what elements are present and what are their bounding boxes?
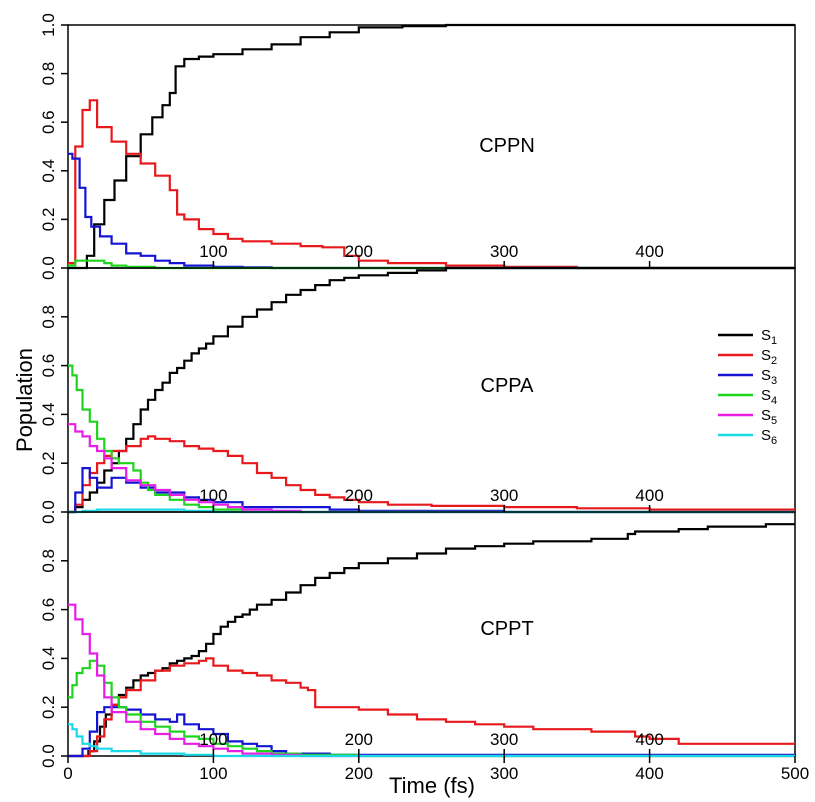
legend-label: S2: [761, 347, 777, 367]
legend-item: S5: [718, 407, 777, 427]
legend-item: S2: [718, 347, 777, 367]
x-tick-label: 500: [781, 764, 809, 783]
y-tick-label: 0.6: [39, 110, 58, 134]
y-tick-label: 0.8: [39, 62, 58, 86]
legend-item: S1: [718, 327, 777, 347]
series-line-s5: [68, 603, 795, 758]
panel-frame: [67, 24, 796, 269]
legend-item: S3: [718, 367, 777, 387]
series-line-s1: [68, 523, 795, 758]
x-tick-label-inner: 100: [199, 242, 227, 261]
panel-cppt: 0.0 0.2 0.4 0.6 0.8 100 200 300 400 0 100 200 300 400…: [39, 511, 809, 783]
panel-frame: [67, 267, 796, 513]
legend-label: S1: [761, 327, 777, 347]
y-tick-label: 0.6: [39, 598, 58, 622]
y-tick-label: 0.4: [39, 647, 58, 671]
legend-item: S6: [718, 427, 777, 447]
x-tick-label-inner: 100: [199, 730, 227, 749]
y-tick-label: 1.0: [39, 13, 58, 37]
x-tick-label-inner: 300: [490, 730, 518, 749]
y-tick-label: 0.4: [39, 403, 58, 427]
series-line-s1: [68, 23, 795, 270]
x-tick-label-inner: 300: [490, 242, 518, 261]
x-tick-label-inner: 200: [345, 730, 373, 749]
x-tick-label-inner: 400: [635, 730, 663, 749]
panel-label: CPPN: [479, 135, 535, 157]
x-tick-label: 300: [490, 764, 518, 783]
y-tick-label: 0.2: [39, 451, 58, 475]
panel-label: CPPA: [481, 375, 535, 397]
series-line-s4: [68, 659, 795, 758]
legend-label: S3: [761, 367, 777, 387]
x-tick-label-inner: 400: [635, 486, 663, 505]
panels-layer: 0.0 0.2 0.4 0.6 0.8 1.0 100 200 300 400 CPPN 0.0 0.2…: [39, 13, 809, 783]
y-tick-label: 0.2: [39, 208, 58, 232]
series-line-s5: [68, 423, 795, 514]
x-tick-label-inner: 100: [199, 486, 227, 505]
legend-label: S4: [761, 387, 777, 407]
y-tick-label: 0.6: [39, 354, 58, 378]
y-tick-label: 0.2: [39, 695, 58, 719]
x-tick-label: 400: [635, 764, 663, 783]
series-line-s2: [68, 657, 795, 758]
y-tick-label: 0.0: [39, 500, 58, 524]
x-axis-title: Time (fs): [389, 773, 475, 798]
y-tick-label: 0.8: [39, 549, 58, 573]
legend-label: S6: [761, 427, 777, 447]
x-tick-label-inner: 200: [345, 242, 373, 261]
panel-cppa: 0.0 0.2 0.4 0.6 0.8 100 200 300 400 CPPA: [39, 266, 796, 524]
y-tick-label: 0.4: [39, 159, 58, 183]
y-axis-title: Population: [12, 348, 37, 452]
series-line-s6: [68, 723, 795, 758]
y-tick-label: 0.0: [39, 256, 58, 280]
series-line-s2: [68, 99, 795, 270]
x-tick-label: 200: [345, 764, 373, 783]
x-tick-label: 0: [63, 764, 72, 783]
y-tick-label: 0.0: [39, 744, 58, 768]
legend-item: S4: [718, 387, 777, 407]
x-tick-label-inner: 300: [490, 486, 518, 505]
x-tick-label-inner: 400: [635, 242, 663, 261]
x-tick-label-inner: 200: [345, 486, 373, 505]
panel-label: CPPT: [480, 618, 533, 640]
series-line-s4: [68, 364, 795, 514]
y-tick-label: 0.8: [39, 305, 58, 329]
x-tick-label: 100: [199, 764, 227, 783]
panel-cppn: 0.0 0.2 0.4 0.6 0.8 1.0 100 200 300 400 CPPN: [39, 13, 796, 280]
series-line-s1: [68, 266, 795, 514]
legend-label: S5: [761, 407, 777, 427]
